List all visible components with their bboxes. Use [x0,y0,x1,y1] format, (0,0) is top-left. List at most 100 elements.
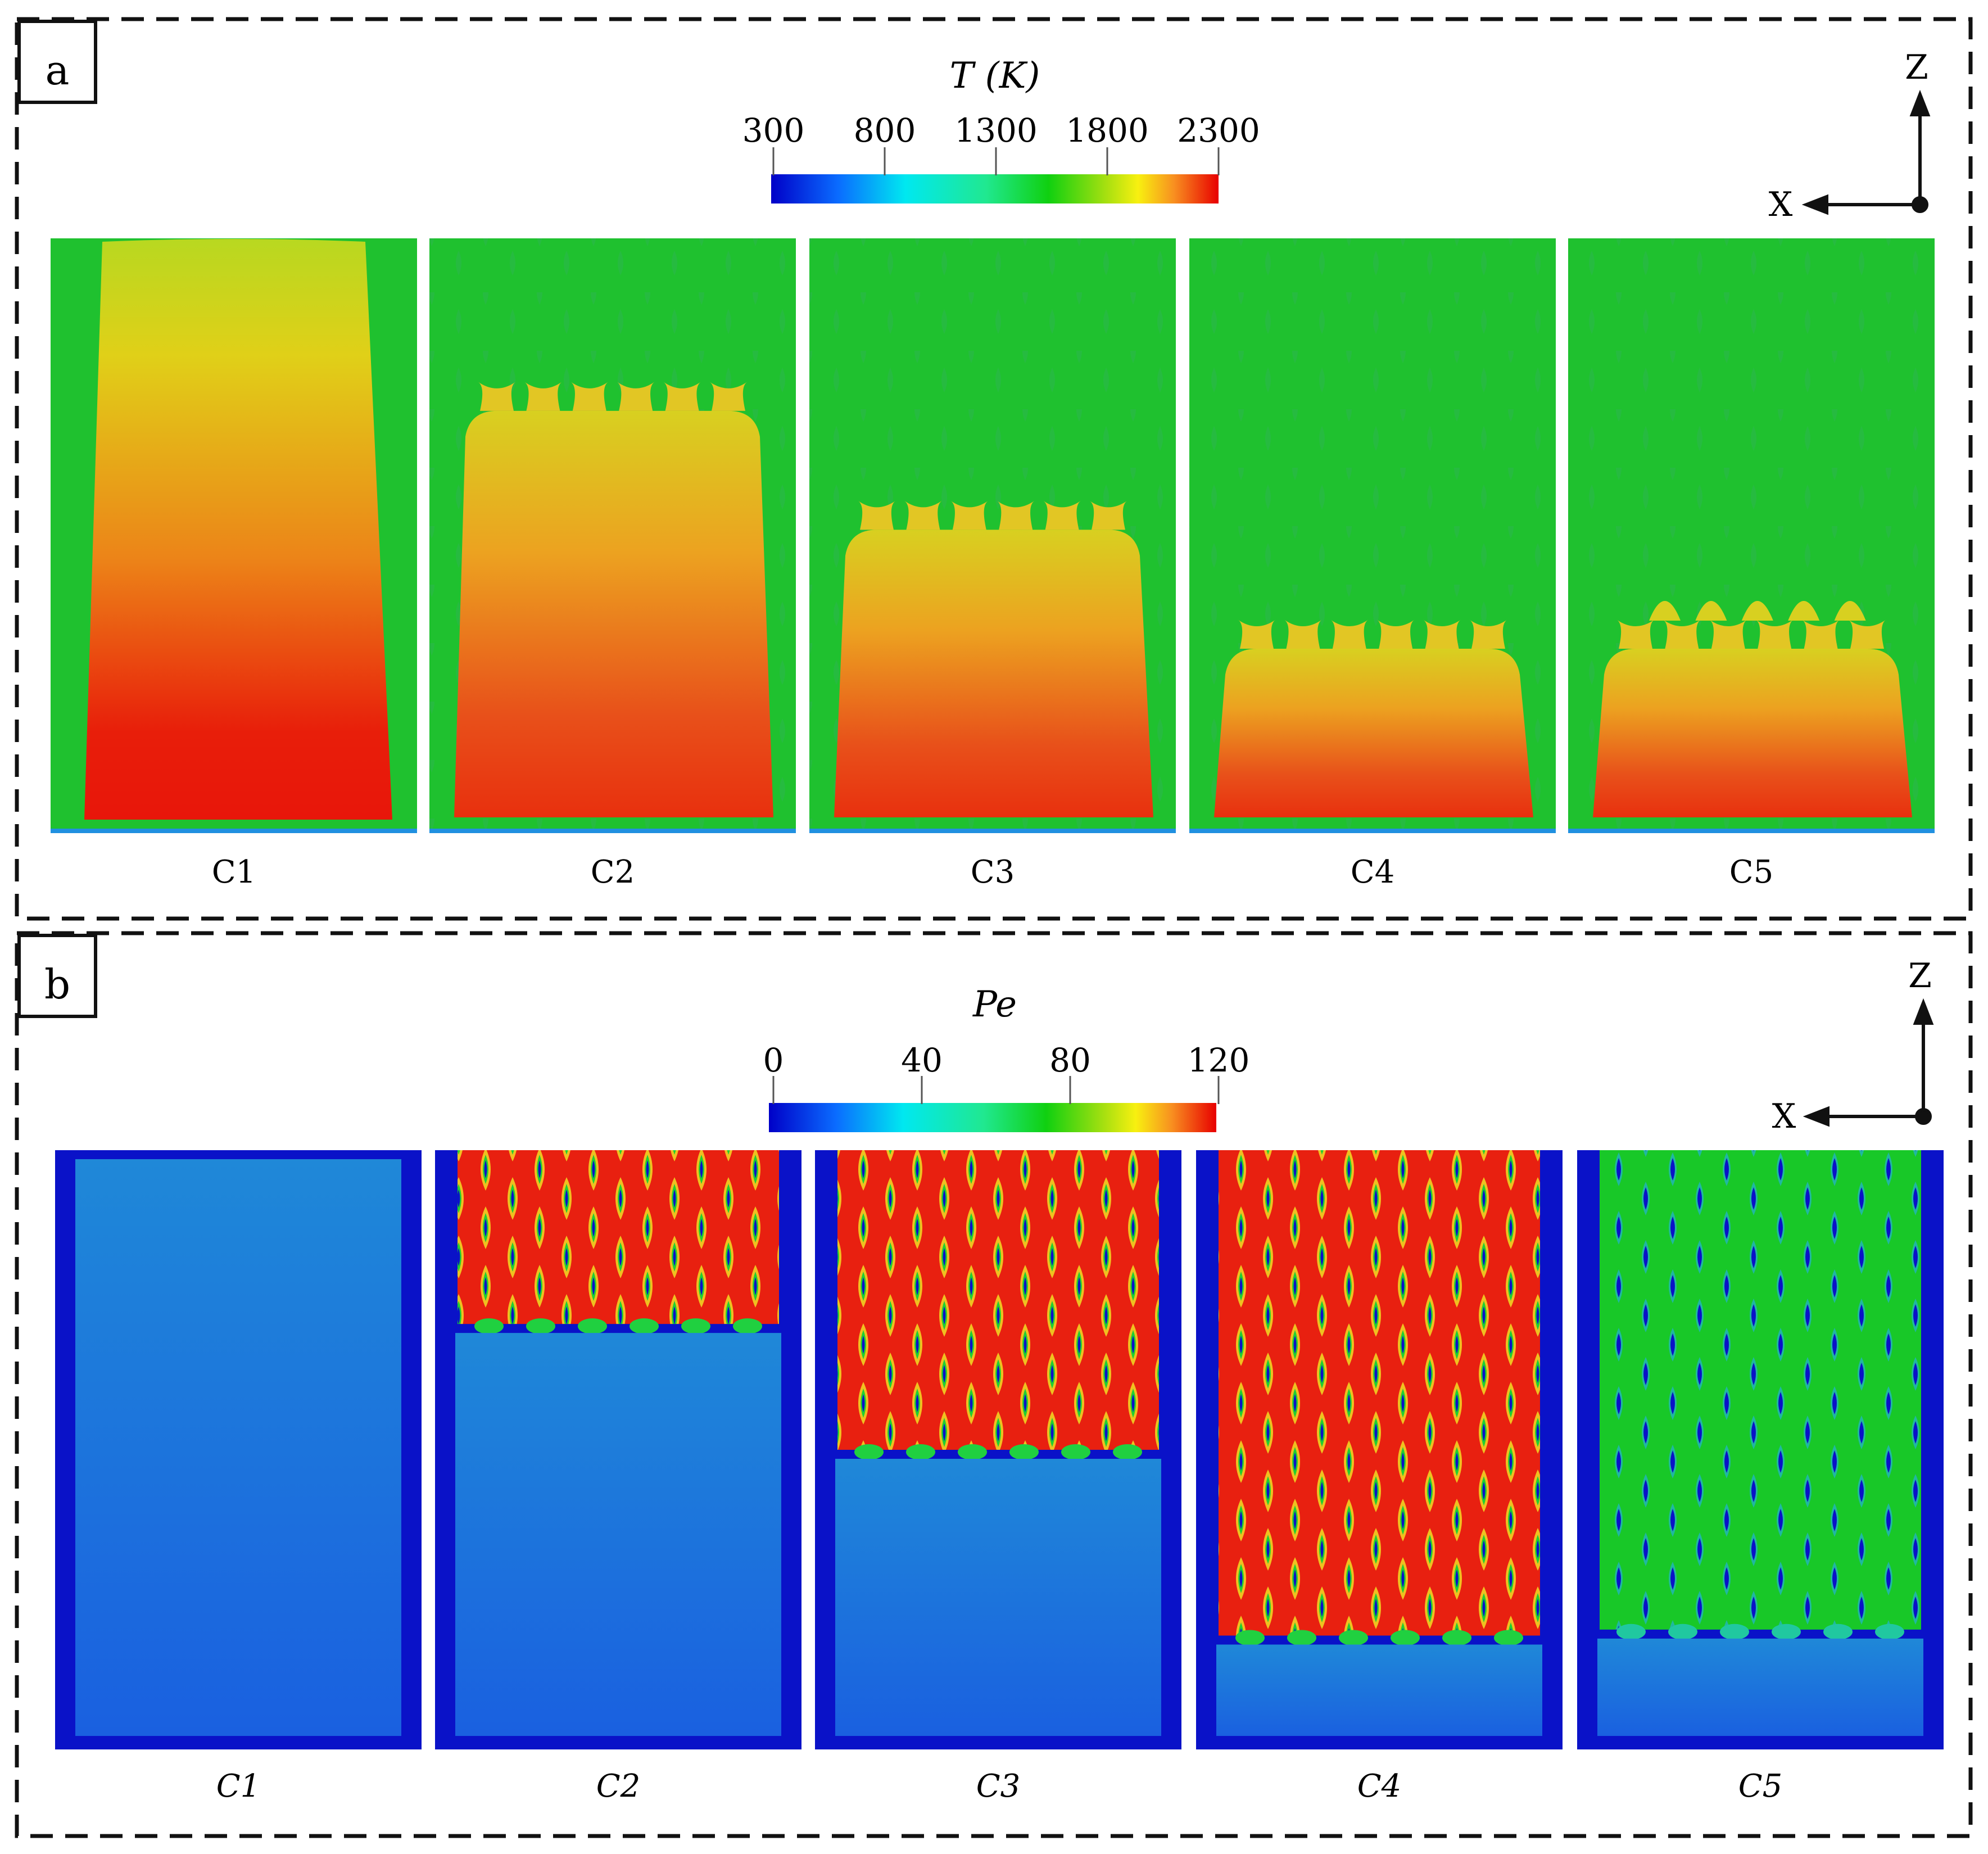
lattice-node [1009,1444,1039,1460]
temperature-contour-c4: C4 [1189,238,1556,890]
peclet-contour-c1: C1 [55,1150,422,1805]
lattice-node [1772,1624,1801,1640]
lattice-node [1469,619,1507,649]
colorbar-a-tick-label: 300 [742,111,805,150]
lattice-node [1238,619,1276,649]
lattice-node [1287,1630,1316,1646]
lattice-node [1284,619,1323,649]
colorbar-a-tick-label: 800 [854,111,916,150]
lattice-node [617,381,655,411]
lattice-node [630,1318,659,1335]
lattice-node [1695,601,1727,621]
colorbar-a-bar [771,174,1219,204]
lattice-node [1442,1630,1471,1646]
fluid-region [455,1333,781,1736]
axis-a-x-label: X [1769,185,1793,224]
lattice-node [1043,500,1081,530]
lattice-node [681,1318,710,1335]
panel-a-frame [15,17,1973,921]
lattice-node [1616,1624,1646,1640]
lattice-node [733,1318,762,1335]
panel-a-label-box: a [17,20,97,104]
lattice-node [1616,619,1655,649]
hot-region [1214,649,1533,817]
panel-b-contours: C1 C2 C3 C4 C5 [55,1150,1944,1805]
lattice-node [1834,601,1866,621]
lattice-region [458,1150,779,1324]
lattice-node [854,1444,884,1460]
hot-region [834,530,1153,817]
lattice-node [1391,1630,1420,1646]
colorbar-b: Pe 0 40 80 120 [763,984,1250,1132]
lattice-node [1235,1630,1265,1646]
panel-b-frame [15,931,1973,1838]
lattice-node [950,500,989,530]
case-label-c3: C3 [971,854,1015,890]
panel-a-label: a [46,47,70,94]
case-label-c2: C2 [591,854,635,890]
lattice-node [1423,619,1461,649]
temperature-contour-c1: C1 [51,238,417,890]
case-label-c1: C1 [212,854,256,890]
lattice-node [1741,601,1773,621]
axis-triad-a [1801,89,1931,215]
case-label-c5: C5 [1738,1768,1782,1805]
lattice-node [1720,1624,1749,1640]
panel-a-contours: C1 C2 C3 C4 C5 [51,238,1935,890]
lattice-region [1219,1150,1540,1636]
peclet-contour-c3: C3 [815,1150,1181,1805]
axis-triad-b [1803,998,1934,1127]
colorbar-b-bar [769,1103,1216,1132]
hot-region [1593,649,1912,817]
lattice-node [1709,619,1747,649]
temperature-contour-c3: C3 [809,238,1176,890]
lattice-node [526,1318,555,1335]
lattice-node [578,1318,607,1335]
hot-region [84,239,392,820]
lattice-node [1848,619,1886,649]
base-edge [809,829,1176,833]
lattice-node [904,500,943,530]
lattice-node [1668,1624,1697,1640]
lattice-node [663,381,701,411]
lattice-node [478,381,516,411]
lattice-node [1755,619,1794,649]
colorbar-a-tick-label: 2300 [1177,111,1260,150]
lattice-node [1788,601,1820,621]
fluid-region [1597,1638,1923,1736]
lattice-node [1823,1624,1853,1640]
base-edge [1568,829,1935,833]
lattice-node [858,500,896,530]
lattice-node [474,1318,504,1335]
lattice-node [1875,1624,1904,1640]
colorbar-b-tick-label: 0 [763,1041,784,1079]
panel-b-label-box: b [17,934,97,1018]
fluid-region [835,1459,1161,1736]
lattice-node [1330,619,1369,649]
colorbar-a-title: T (K) [950,55,1040,97]
lattice-region [1600,1150,1921,1630]
axis-b-z-label: Z [1908,956,1932,996]
base-edge [429,829,796,833]
colorbar-b-tick-label: 120 [1188,1041,1250,1079]
lattice-node [997,500,1035,530]
hot-region [454,410,773,817]
colorbar-a: T (K) 300 800 1300 1800 2300 [742,55,1260,204]
lattice-node [1494,1630,1523,1646]
lattice-node [1663,619,1701,649]
lattice-node [709,381,748,411]
temperature-contour-c5: C5 [1568,238,1935,890]
peclet-contour-c5: C5 [1577,1150,1944,1805]
lattice-node [1376,619,1415,649]
base-edge [1189,829,1556,833]
case-label-c1: C1 [216,1768,260,1805]
panel-b-label: b [44,961,70,1008]
peclet-contour-c4: C4 [1196,1150,1563,1805]
axis-b-x-label: X [1772,1097,1796,1136]
case-label-c5: C5 [1729,854,1773,890]
base-edge [51,829,417,833]
lattice-node [1113,1444,1142,1460]
fluid-region [1216,1644,1542,1736]
lattice-region [837,1150,1159,1450]
